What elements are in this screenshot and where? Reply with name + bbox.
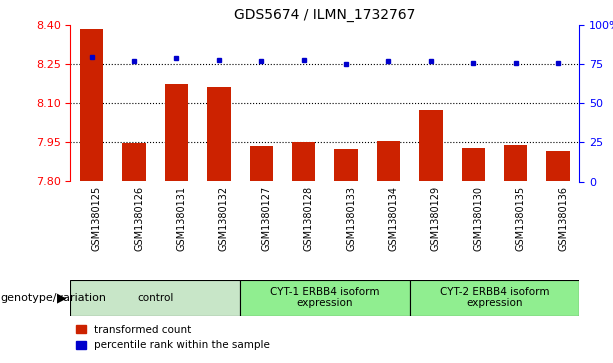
- Text: GSM1380130: GSM1380130: [473, 186, 483, 251]
- Bar: [462, 148, 485, 182]
- Text: genotype/variation: genotype/variation: [0, 293, 106, 303]
- Text: GSM1380125: GSM1380125: [92, 186, 102, 251]
- Bar: [70, 280, 240, 316]
- Text: control: control: [137, 293, 173, 303]
- Text: GSM1380135: GSM1380135: [516, 186, 526, 251]
- Text: CYT-2 ERBB4 isoform
expression: CYT-2 ERBB4 isoform expression: [440, 287, 549, 309]
- Text: CYT-1 ERBB4 isoform
expression: CYT-1 ERBB4 isoform expression: [270, 287, 379, 309]
- Text: GSM1380129: GSM1380129: [431, 186, 441, 251]
- Text: GSM1380134: GSM1380134: [389, 186, 398, 251]
- Bar: [504, 144, 527, 182]
- Text: GSM1380136: GSM1380136: [558, 186, 568, 251]
- Bar: [80, 29, 104, 181]
- Bar: [335, 149, 358, 182]
- Text: GSM1380127: GSM1380127: [261, 186, 272, 251]
- Text: GSM1380131: GSM1380131: [177, 186, 186, 251]
- Title: GDS5674 / ILMN_1732767: GDS5674 / ILMN_1732767: [234, 8, 416, 22]
- Bar: [249, 146, 273, 182]
- Bar: [292, 142, 315, 182]
- Text: GSM1380126: GSM1380126: [134, 186, 144, 251]
- Bar: [207, 86, 230, 182]
- Bar: [409, 280, 579, 316]
- Legend: transformed count, percentile rank within the sample: transformed count, percentile rank withi…: [75, 325, 270, 350]
- Bar: [123, 143, 146, 182]
- Bar: [377, 141, 400, 182]
- Text: GSM1380132: GSM1380132: [219, 186, 229, 251]
- Text: GSM1380133: GSM1380133: [346, 186, 356, 251]
- Text: GSM1380128: GSM1380128: [303, 186, 314, 251]
- Bar: [240, 280, 409, 316]
- Bar: [419, 110, 443, 182]
- Bar: [546, 151, 569, 182]
- Text: ▶: ▶: [57, 291, 67, 304]
- Bar: [165, 84, 188, 182]
